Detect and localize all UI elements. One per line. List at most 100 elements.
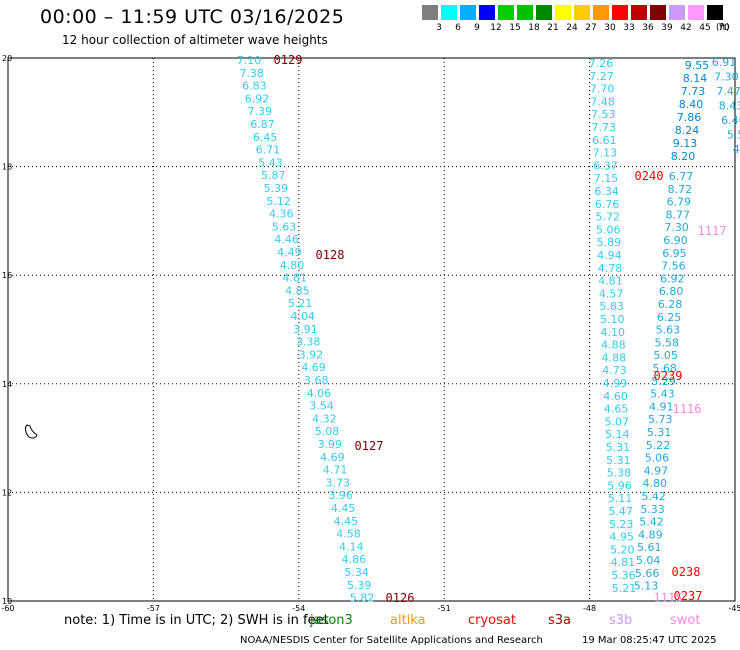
- map-title: 00:00 – 11:59 UTC 03/16/2025: [40, 6, 345, 28]
- wave-height-label-sentinel: 8.20: [671, 150, 696, 163]
- wave-height-label-altika: 6.61: [592, 134, 617, 147]
- map-frame: [7, 57, 736, 602]
- wave-height-label-cryosat: 4.97: [644, 464, 669, 477]
- wave-height-label-sentinel: 8.14: [683, 72, 708, 85]
- colorbar-label: 30: [604, 23, 616, 33]
- wave-height-label-jason: 4.71: [323, 464, 348, 477]
- wave-height-label-cryosat: 6.77: [669, 170, 694, 183]
- wave-height-label-swot: 6.91: [712, 56, 737, 69]
- wave-height-label-cryosat: 5.61: [637, 541, 662, 554]
- wave-height-label-altika: 7.48: [590, 95, 615, 108]
- wave-height-label-cryosat: 5.22: [646, 439, 671, 452]
- wave-height-label-altika: 4.73: [602, 364, 627, 377]
- wave-height-label-jason: 4.69: [320, 451, 345, 464]
- colorbar-label: 27: [585, 23, 597, 33]
- wave-height-label-jason: 7.38: [239, 67, 264, 80]
- wave-height-label-jason: 4.85: [285, 284, 310, 297]
- wave-height-label-swot: 7.47: [716, 85, 740, 98]
- wave-height-label-jason: 5.08: [315, 425, 340, 438]
- colorbar-label: 9: [474, 23, 480, 33]
- wave-height-label-altika: 5.10: [600, 313, 625, 326]
- colorbar-bin: [612, 5, 628, 20]
- wave-height-label-altika: 5.31: [606, 441, 631, 454]
- wave-height-label-jason: 4.04: [291, 310, 316, 323]
- colorbar-bin: [707, 5, 723, 20]
- wave-height-label-jason: 5.43: [258, 156, 283, 169]
- wave-height-label-jason: 6.92: [245, 92, 270, 105]
- wave-height-label-altika: 5.31: [606, 454, 631, 467]
- wave-height-label-altika: 7.13: [593, 147, 618, 160]
- colorbar-bin: [631, 5, 647, 20]
- wave-height-label-altika: 5.89: [597, 236, 622, 249]
- wave-height-label-jason: 4.69: [301, 361, 326, 374]
- wave-height-label-jason: 3.92: [299, 348, 324, 361]
- wave-height-label-cryosat: 6.92: [660, 272, 685, 285]
- wave-height-label-altika: 4.88: [602, 351, 627, 364]
- pass-id-label: 0128: [316, 248, 345, 262]
- wave-height-label-cryosat: 6.25: [657, 311, 682, 324]
- wave-height-label-jason: 3.68: [304, 374, 329, 387]
- colorbar-bin: [555, 5, 571, 20]
- wave-height-label-jason: 3.99: [317, 438, 342, 451]
- wave-height-label-altika: 6.34: [594, 185, 619, 198]
- wave-height-label-cryosat: 5.05: [653, 349, 678, 362]
- wave-height-label-cryosat: 5.29: [651, 375, 676, 388]
- lat-tick-label: 18: [2, 163, 12, 172]
- pass-id-label: 0237: [674, 589, 703, 603]
- colorbar-bin: [460, 5, 476, 20]
- colorbar-label: 36: [642, 23, 654, 33]
- wave-height-label-swot: 8.43: [719, 100, 740, 113]
- colorbar-bin: [688, 5, 704, 20]
- credit-text: NOAA/NESDIS Center for Satellite Applica…: [240, 635, 543, 646]
- wave-height-label-altika: 7.15: [594, 172, 619, 185]
- colorbar-bin: [650, 5, 666, 20]
- colorbar-label: 70: [718, 23, 730, 33]
- pass-id-label: 0238: [672, 565, 701, 579]
- wave-height-label-jason: 7.10: [237, 54, 262, 67]
- pass-id-label: 1116: [673, 402, 702, 416]
- wave-height-label-jason: 3.38: [296, 336, 321, 349]
- wave-height-label-jason: 7.39: [248, 105, 273, 118]
- wave-height-label-altika: 5.21: [612, 582, 637, 595]
- lon-tick-label: -51: [438, 604, 451, 613]
- wave-height-label-altika: 5.83: [599, 300, 624, 313]
- colorbar-label: 33: [623, 23, 635, 33]
- wave-height-label-jason: 4.81: [282, 272, 307, 285]
- wave-height-label-jason: 4.14: [339, 540, 364, 553]
- wave-height-label-jason: 4.80: [280, 259, 305, 272]
- lon-tick-label: -45: [728, 604, 740, 613]
- wave-height-label-sentinel: 7.86: [677, 111, 702, 124]
- colorbar-bin: [536, 5, 552, 20]
- colorbar-bin: [422, 5, 438, 20]
- wave-height-label-altika: 7.53: [591, 108, 616, 121]
- wave-height-label-jason: 4.06: [307, 387, 332, 400]
- wave-height-label-cryosat: 4.80: [643, 477, 668, 490]
- wave-height-label-altika: 4.57: [599, 287, 624, 300]
- wave-height-label-altika: 5.23: [609, 518, 634, 531]
- wave-height-label-swot: 6.46: [721, 114, 740, 127]
- wave-height-label-altika: 5.72: [595, 211, 620, 224]
- wave-height-label-cryosat: 5.73: [648, 413, 673, 426]
- wave-height-label-altika: 7.26: [589, 57, 614, 70]
- wave-height-label-jason: 6.87: [250, 118, 275, 131]
- colorbar-bin: [669, 5, 685, 20]
- lon-tick-label: -48: [583, 604, 596, 613]
- lon-tick-label: -54: [292, 604, 305, 613]
- wave-height-label-altika: 7.73: [592, 121, 617, 134]
- wave-height-label-cryosat: 5.43: [650, 388, 675, 401]
- wave-height-label-altika: 4.88: [601, 339, 626, 352]
- wave-height-label-cryosat: 8.72: [668, 183, 693, 196]
- wave-height-label-jason: 5.39: [347, 579, 372, 592]
- wave-height-label-jason: 6.45: [253, 131, 278, 144]
- wave-height-label-cryosat: 5.42: [641, 490, 666, 503]
- wave-height-label-jason: 4.45: [334, 515, 359, 528]
- wave-height-label-altika: 5.14: [605, 428, 630, 441]
- wave-height-label-cryosat: 4.91: [649, 400, 674, 413]
- wave-height-label-cryosat: 7.30: [664, 221, 689, 234]
- colorbar-label: 18: [528, 23, 540, 33]
- wave-height-label-cryosat: 6.95: [662, 247, 687, 260]
- colorbar-label: 45: [699, 23, 711, 33]
- wave-height-label-cryosat: 6.79: [667, 196, 692, 209]
- map-subtitle: 12 hour collection of altimeter wave hei…: [62, 33, 328, 47]
